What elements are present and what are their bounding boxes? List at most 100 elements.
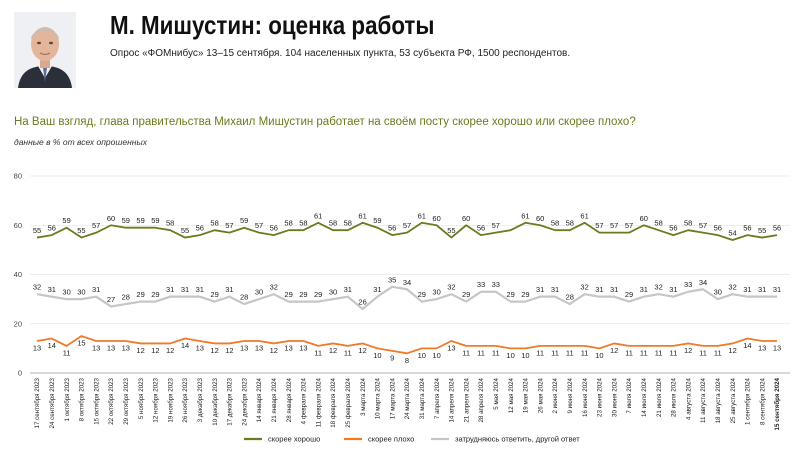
legend-label-hard: затрудняюсь ответить, другой ответ xyxy=(455,435,580,444)
data-label-hard: 31 xyxy=(640,285,648,294)
data-label-bad: 12 xyxy=(270,346,278,355)
data-label-bad: 13 xyxy=(255,343,263,352)
data-label-bad: 11 xyxy=(462,348,470,357)
data-label-bad: 12 xyxy=(610,346,618,355)
x-tick-label: 15 октября 2023 xyxy=(93,377,100,424)
data-label-hard: 33 xyxy=(492,280,500,289)
x-tick-label: 26 мая 2024 xyxy=(537,377,544,413)
data-label-hard: 29 xyxy=(418,290,426,299)
x-tick-label: 18 августа 2024 xyxy=(715,377,722,423)
x-tick-label: 5 ноября 2023 xyxy=(138,377,145,419)
x-tick-label: 10 декабря 2023 xyxy=(212,377,219,425)
data-label-bad: 8 xyxy=(405,356,409,365)
data-label-good: 61 xyxy=(314,211,322,220)
x-tick-label: 17 декабря 2023 xyxy=(227,377,234,425)
data-label-good: 58 xyxy=(210,219,218,228)
x-tick-label: 4 февраля 2024 xyxy=(301,377,308,424)
x-tick-label: 24 марта 2024 xyxy=(404,377,411,419)
point-labels: 55 56 59 55 57 60 59 59 59 58 55 56 58 57 59 57 56 58 58 61… xyxy=(33,211,781,365)
data-label-good: 59 xyxy=(62,216,70,225)
legend: скорее хорошо скорее плохо затрудняюсь отв… xyxy=(244,435,580,444)
data-label-good: 54 xyxy=(728,229,736,238)
survey-question: На Ваш взгляд, глава правительства Михаи… xyxy=(14,116,636,128)
data-label-good: 59 xyxy=(151,216,159,225)
data-label-good: 60 xyxy=(462,214,470,223)
data-label-hard: 28 xyxy=(122,293,130,302)
data-label-hard: 31 xyxy=(610,285,618,294)
data-label-bad: 11 xyxy=(625,348,633,357)
data-label-hard: 32 xyxy=(654,283,662,292)
data-label-hard: 31 xyxy=(92,285,100,294)
data-label-good: 56 xyxy=(477,224,485,233)
data-label-hard: 29 xyxy=(462,290,470,299)
data-label-good: 57 xyxy=(255,221,263,230)
data-label-bad: 11 xyxy=(670,348,678,357)
x-tick-label: 2 июня 2024 xyxy=(552,377,559,413)
data-label-hard: 32 xyxy=(33,283,41,292)
data-label-bad: 11 xyxy=(640,348,648,357)
data-label-good: 59 xyxy=(122,216,130,225)
data-label-bad: 10 xyxy=(595,351,603,360)
x-tick-label: 24 сентября 2023 xyxy=(49,377,56,428)
data-label-hard: 31 xyxy=(551,285,559,294)
data-label-bad: 11 xyxy=(655,348,663,357)
data-label-hard: 31 xyxy=(48,285,56,294)
x-tick-label: 11 августа 2024 xyxy=(700,377,707,422)
x-tick-label: 3 марта 2024 xyxy=(360,377,367,415)
data-label-bad: 12 xyxy=(358,346,366,355)
data-label-hard: 29 xyxy=(314,290,322,299)
data-label-bad: 13 xyxy=(107,343,115,352)
unit-note: данные в % от всех опрошенных xyxy=(14,137,147,147)
data-label-bad: 11 xyxy=(699,348,707,357)
y-tick-label: 20 xyxy=(14,319,22,328)
data-label-hard: 31 xyxy=(536,285,544,294)
x-tick-label: 17 сентября 2023 xyxy=(34,377,41,428)
x-tick-label: 7 июля 2024 xyxy=(626,377,633,413)
data-label-good: 57 xyxy=(492,221,500,230)
data-label-bad: 12 xyxy=(166,346,174,355)
data-label-hard: 35 xyxy=(388,275,396,284)
data-label-bad: 13 xyxy=(33,343,41,352)
x-tick-label: 21 апреля 2024 xyxy=(463,377,470,422)
data-label-good: 61 xyxy=(521,211,529,220)
data-label-bad: 12 xyxy=(329,346,337,355)
data-label-hard: 31 xyxy=(595,285,603,294)
x-tick-label: 12 ноября 2023 xyxy=(153,377,160,422)
data-label-good: 55 xyxy=(758,226,766,235)
data-label-good: 58 xyxy=(566,219,574,228)
data-label-good: 58 xyxy=(344,219,352,228)
data-label-good: 58 xyxy=(284,219,292,228)
data-label-good: 56 xyxy=(388,224,396,233)
data-label-good: 58 xyxy=(329,219,337,228)
x-tick-label: 26 ноября 2023 xyxy=(182,377,189,422)
data-label-good: 58 xyxy=(299,219,307,228)
data-label-hard: 27 xyxy=(107,295,115,304)
legend-label-good: скорее хорошо xyxy=(268,435,320,444)
data-label-good: 57 xyxy=(595,221,603,230)
x-tick-label: 5 мая 2024 xyxy=(493,377,500,409)
data-label-bad: 11 xyxy=(314,348,322,357)
x-tick-label: 23 июня 2024 xyxy=(597,377,604,417)
data-label-good: 60 xyxy=(432,214,440,223)
x-tick-label: 29 октября 2023 xyxy=(123,377,130,424)
data-label-bad: 13 xyxy=(196,343,204,352)
data-label-bad: 13 xyxy=(92,343,100,352)
data-label-good: 61 xyxy=(358,211,366,220)
data-label-good: 59 xyxy=(240,216,248,225)
data-label-bad: 10 xyxy=(521,351,529,360)
data-label-good: 56 xyxy=(48,224,56,233)
data-label-good: 59 xyxy=(373,216,381,225)
data-label-bad: 12 xyxy=(728,346,736,355)
data-label-bad: 13 xyxy=(240,343,248,352)
data-label-hard: 30 xyxy=(714,288,722,297)
data-label-good: 55 xyxy=(33,226,41,235)
data-label-bad: 13 xyxy=(447,343,455,352)
data-label-hard: 32 xyxy=(270,283,278,292)
x-tick-label: 4 августа 2024 xyxy=(685,377,692,420)
data-label-bad: 14 xyxy=(181,341,189,350)
data-label-bad: 12 xyxy=(684,346,692,355)
y-tick-label: 80 xyxy=(14,172,22,181)
x-tick-label: 21 июля 2024 xyxy=(656,377,663,417)
data-label-bad: 10 xyxy=(432,351,440,360)
